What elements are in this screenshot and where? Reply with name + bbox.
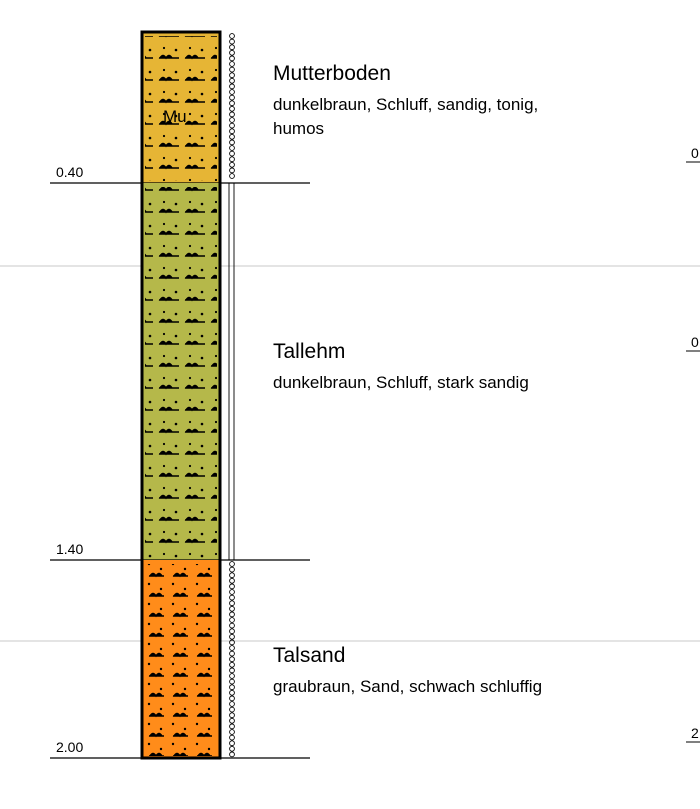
edge-label: 2 xyxy=(691,725,699,741)
water-marker xyxy=(229,66,235,73)
water-marker xyxy=(229,667,235,674)
water-marker xyxy=(229,572,235,579)
water-marker xyxy=(229,639,235,646)
water-marker xyxy=(229,594,235,601)
water-marker xyxy=(229,695,235,702)
water-marker xyxy=(229,589,235,595)
water-marker xyxy=(229,94,235,101)
water-marker xyxy=(229,173,235,179)
water-marker xyxy=(229,44,235,51)
water-marker xyxy=(229,723,235,730)
water-marker xyxy=(229,133,235,140)
water-marker xyxy=(229,717,235,724)
layer-pattern xyxy=(145,36,217,181)
water-marker xyxy=(229,605,235,612)
water-marker xyxy=(229,622,235,629)
layer-name: Mutterboden xyxy=(273,62,391,85)
water-marker xyxy=(229,105,235,112)
layer-description: humos xyxy=(273,119,324,138)
water-marker xyxy=(229,706,235,713)
layer-name: Talsand xyxy=(273,644,345,667)
water-marker xyxy=(229,167,235,174)
water-marker xyxy=(229,122,235,129)
layer-description: dunkelbraun, Schluff, sandig, tonig, xyxy=(273,95,538,114)
water-marker xyxy=(229,161,235,168)
water-marker xyxy=(229,145,235,151)
layer-code: Mu xyxy=(163,107,187,126)
water-marker xyxy=(229,678,235,685)
layer-pattern xyxy=(145,564,217,756)
water-marker xyxy=(229,89,235,95)
marker-strip xyxy=(228,182,235,561)
water-marker xyxy=(229,633,235,640)
water-marker xyxy=(229,139,235,146)
water-marker xyxy=(229,729,235,735)
water-marker xyxy=(229,689,235,696)
water-marker xyxy=(229,33,235,39)
water-marker xyxy=(229,645,235,651)
water-marker xyxy=(229,734,235,741)
layer-description: dunkelbraun, Schluff, stark sandig xyxy=(273,373,529,392)
water-marker xyxy=(229,673,235,679)
water-marker xyxy=(229,561,235,567)
water-marker xyxy=(229,77,235,84)
water-marker xyxy=(229,600,235,607)
water-marker xyxy=(229,111,235,118)
water-marker xyxy=(229,128,235,135)
water-marker xyxy=(229,661,235,668)
water-marker xyxy=(229,566,235,573)
depth-label: 0.40 xyxy=(56,164,83,180)
water-marker xyxy=(229,38,235,45)
water-marker xyxy=(229,156,235,163)
water-marker xyxy=(229,684,235,691)
layer-description: graubraun, Sand, schwach schluffig xyxy=(273,677,542,696)
water-marker xyxy=(229,740,235,747)
water-marker xyxy=(229,611,235,618)
water-marker xyxy=(229,100,235,107)
water-marker xyxy=(229,61,235,67)
water-marker xyxy=(229,83,235,90)
water-marker xyxy=(229,583,235,590)
column-outline xyxy=(140,30,222,760)
depth-label: 2.00 xyxy=(56,739,83,755)
water-marker xyxy=(229,49,235,56)
water-marker xyxy=(229,617,235,623)
depth-label: 1.40 xyxy=(56,541,83,557)
water-marker xyxy=(229,72,235,79)
layer-name: Tallehm xyxy=(273,340,345,363)
water-marker xyxy=(229,745,235,752)
water-marker xyxy=(229,628,235,635)
water-marker xyxy=(229,55,235,62)
water-marker xyxy=(229,701,235,707)
water-marker xyxy=(229,751,235,758)
water-marker xyxy=(229,712,235,719)
water-marker xyxy=(229,650,235,657)
water-marker xyxy=(229,117,235,123)
edge-label: 0 xyxy=(691,334,699,350)
water-marker xyxy=(229,656,235,663)
water-marker xyxy=(229,150,235,157)
edge-label: 0 xyxy=(691,145,699,161)
water-marker xyxy=(229,577,235,584)
layer-pattern xyxy=(145,187,217,558)
